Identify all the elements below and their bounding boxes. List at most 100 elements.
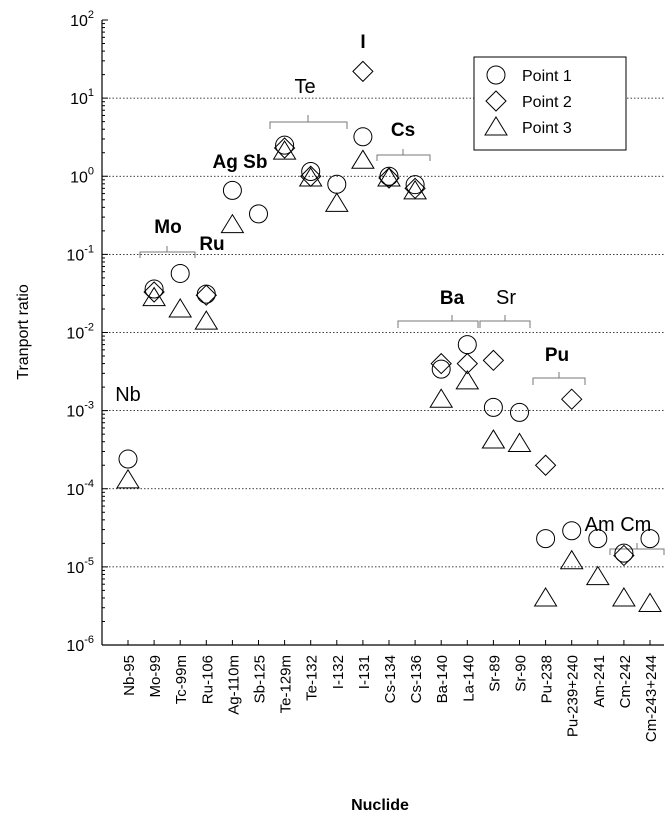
point-triangle: [429, 388, 454, 408]
group-brackets: [139, 115, 665, 555]
x-tick-label: Te-132: [304, 655, 321, 701]
x-tick-label: La-140: [460, 655, 477, 702]
y-tick-label: 101: [70, 87, 94, 108]
point-triangle: [194, 310, 219, 330]
x-tick-label: Cm-243+244: [643, 655, 660, 742]
x-tick-label: I-131: [356, 655, 373, 689]
point-triangle: [142, 286, 166, 307]
y-tick-label: 10-5: [66, 556, 94, 577]
x-tick-label: Pu-238: [539, 655, 556, 703]
group-annotation: Nb: [115, 384, 141, 406]
point-circle: [486, 65, 506, 85]
x-axis-label: Nuclide: [351, 797, 409, 814]
point-triangle: [272, 140, 297, 160]
point-triangle: [481, 429, 506, 449]
group-annotation: Ba: [440, 288, 465, 309]
x-tick-label: Ag-110m: [225, 655, 242, 715]
y-tick-label: 10-2: [66, 322, 94, 343]
y-tick-label: 10-4: [66, 478, 94, 499]
x-tick-label: Sb-125: [252, 655, 269, 703]
x-tick-label: Pu-239+240: [565, 655, 582, 737]
y-tick-base: 10: [70, 91, 88, 108]
bracket: [139, 246, 196, 258]
y-tick-base: 10: [70, 13, 88, 30]
point-diamond: [430, 352, 452, 375]
point-triangle: [220, 213, 245, 234]
x-tick-label: Tc-99m: [173, 655, 190, 704]
y-tick-exponent: 0: [88, 165, 94, 177]
group-annotation: Ag Sb: [213, 152, 268, 173]
point-diamond: [482, 349, 505, 372]
y-tick-label: 100: [70, 165, 94, 186]
bracket: [397, 315, 479, 328]
point-diamond: [404, 177, 426, 200]
point-diamond: [352, 60, 374, 83]
y-tick-exponent: -4: [84, 478, 94, 490]
x-tick-label: Sr-90: [513, 655, 530, 692]
x-tick-label: Ru-106: [199, 655, 216, 704]
point-circle: [249, 204, 268, 224]
y-tick-label: 10-1: [66, 243, 94, 264]
point-circle: [483, 397, 503, 417]
point-triangle: [403, 179, 427, 200]
y-tick-exponent: -5: [84, 556, 94, 568]
point-triangle: [377, 167, 401, 187]
x-tick-label: Te-129m: [278, 655, 295, 713]
x-tick-label: Am-241: [591, 655, 608, 708]
point-circle: [222, 180, 242, 200]
point-circle: [510, 402, 529, 422]
point-diamond: [273, 137, 296, 159]
y-tick-exponent: -2: [84, 322, 94, 334]
point-circle: [614, 543, 634, 563]
bracket: [269, 115, 348, 129]
point-circle: [457, 335, 477, 355]
group-annotation: Sr: [496, 287, 516, 309]
legend-label: Point 2: [522, 94, 572, 111]
point-circle: [301, 162, 321, 182]
y-tick-base: 10: [66, 404, 84, 421]
group-annotation: Te: [294, 76, 315, 98]
point-triangle: [559, 549, 584, 570]
point-triangle: [168, 298, 193, 318]
x-tick-label: Ba-140: [434, 655, 451, 703]
point-circle: [562, 521, 582, 541]
point-diamond: [456, 352, 479, 375]
y-tick-base: 10: [66, 326, 84, 343]
point-diamond: [299, 165, 322, 187]
point-circle: [536, 529, 556, 549]
point-triangle: [638, 592, 662, 612]
group-annotation: Ru: [199, 234, 224, 255]
y-tick-base: 10: [70, 169, 88, 186]
y-tick-exponent: -3: [84, 400, 94, 412]
point-circle: [327, 174, 347, 194]
point-triangle: [298, 167, 323, 187]
y-tick-exponent: -1: [84, 243, 94, 255]
point-diamond: [378, 167, 400, 189]
y-tick-exponent: 1: [88, 87, 94, 99]
legend-label: Point 3: [522, 120, 572, 137]
legend-label: Point 1: [522, 68, 572, 85]
point-diamond: [560, 388, 583, 410]
point-diamond: [534, 454, 557, 476]
point-triangle: [455, 369, 480, 390]
point-circle: [196, 284, 216, 304]
y-tick-label: 10-6: [66, 634, 94, 655]
x-tick-label: Cs-134: [382, 655, 399, 703]
point-triangle: [507, 432, 532, 452]
point-diamond: [143, 281, 165, 303]
group-annotation: Mo: [154, 217, 181, 238]
point-triangle: [351, 149, 375, 169]
point-triangle: [533, 587, 558, 607]
point-circle: [353, 127, 373, 147]
x-tick-label: Mo-99: [147, 655, 164, 698]
point-diamond: [195, 284, 218, 306]
x-tick-label: Cm-242: [617, 655, 634, 708]
y-tick-exponent: 2: [88, 9, 94, 21]
point-circle: [170, 263, 190, 283]
point-triangle: [484, 116, 508, 136]
point-triangle: [324, 192, 349, 212]
point-diamond: [613, 544, 635, 567]
y-tick-label: 102: [70, 9, 94, 30]
